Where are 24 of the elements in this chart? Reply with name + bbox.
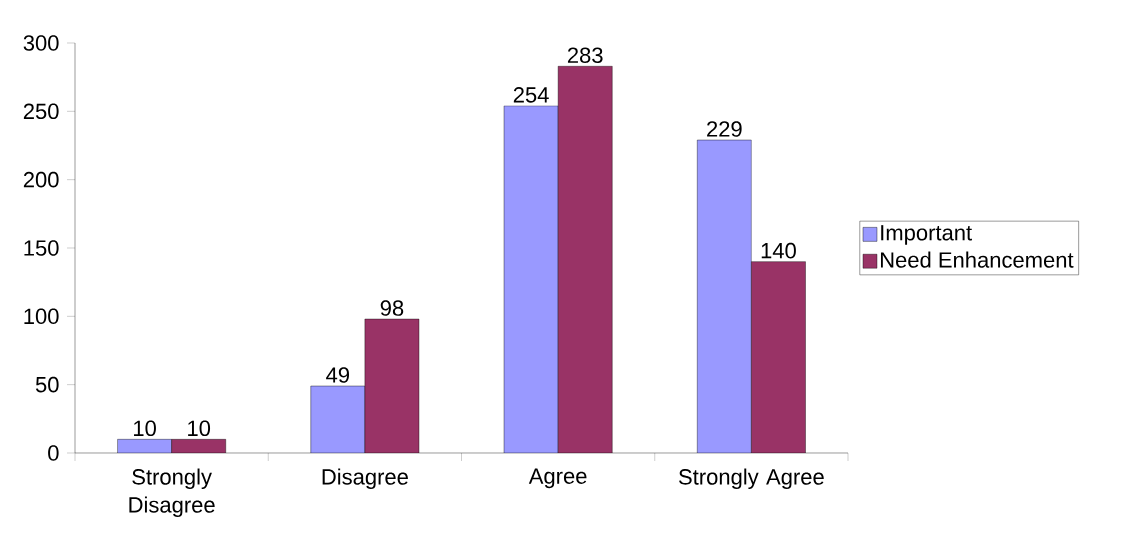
y-tick-label: 100 — [24, 308, 59, 325]
y-tick-label: 250 — [23, 103, 59, 120]
bar — [504, 105, 559, 453]
y-tick-label: 0 — [48, 445, 59, 461]
data-label: 229 — [707, 121, 742, 137]
bar — [310, 386, 365, 453]
data-label: 10 — [188, 420, 211, 437]
bar — [697, 139, 752, 453]
data-label: 283 — [567, 47, 603, 64]
y-tick-label: 150 — [24, 240, 59, 256]
y-tick-label: 200 — [23, 171, 59, 188]
x-tick-label: Agree — [528, 468, 587, 489]
data-label: 10 — [134, 420, 156, 437]
x-tick-label: Strongly Agree — [679, 468, 824, 490]
data-label: 254 — [513, 87, 549, 103]
y-tick-label: 50 — [35, 376, 59, 393]
data-label: 98 — [380, 300, 404, 316]
x-tick-label: Strongly Disagree — [129, 468, 215, 518]
legend-label: Important — [881, 225, 972, 245]
data-label: 49 — [326, 367, 350, 383]
y-tick-label: 300 — [23, 35, 59, 51]
legend-label: Need Enhancement — [881, 251, 1074, 268]
data-label: 140 — [761, 242, 796, 259]
x-tick-label: Disagree — [322, 468, 408, 490]
